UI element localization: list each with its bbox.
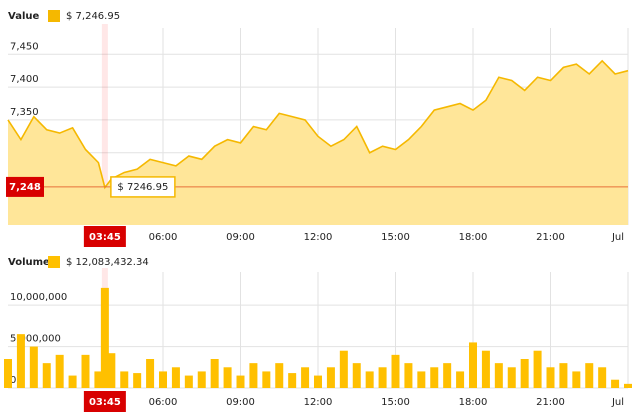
x-tick-label: 21:00 [536, 397, 565, 408]
volume-bar [55, 354, 64, 388]
volume-bar [42, 363, 51, 388]
volume-bar [159, 371, 167, 388]
volume-bar [146, 359, 155, 388]
x-tick-label: 15:00 [381, 397, 410, 408]
volume-bar [365, 371, 374, 388]
volume-bar [197, 371, 206, 388]
volume-bar [430, 367, 439, 388]
x-tick-label: 12:00 [304, 232, 333, 243]
volume-bar [120, 371, 129, 388]
tooltip-text: $ 7246.95 [117, 182, 168, 193]
volume-bar [81, 354, 90, 388]
volume-bar [559, 363, 568, 388]
volume-bar [275, 363, 284, 388]
volume-bar [481, 350, 490, 388]
volume-bar [598, 367, 607, 388]
volume-bar [133, 373, 142, 388]
x-tick-label: 06:00 [149, 397, 178, 408]
volume-bar [378, 367, 387, 388]
legend-swatch [48, 10, 60, 22]
volume-bar [417, 371, 426, 388]
x-tick-label: 06:00 [149, 232, 178, 243]
volume-bar [352, 363, 361, 388]
volume-bar [100, 287, 109, 388]
volume-bar [391, 354, 400, 388]
volume-bar [572, 371, 581, 388]
volume-bar [585, 363, 594, 388]
legend-value: $ 12,083,432.34 [66, 257, 149, 268]
volume-bar [262, 371, 271, 388]
x-tick-label: 09:00 [226, 397, 255, 408]
y-tick-label: 7,350 [10, 107, 39, 118]
volume-bar [546, 367, 555, 388]
volume-bar [624, 383, 632, 388]
tooltip-box [110, 176, 176, 198]
x-tick-label: 15:00 [381, 232, 410, 243]
x-tick-label: 18:00 [459, 397, 488, 408]
y-tick-label: 7,400 [10, 74, 39, 85]
volume-bar [301, 367, 310, 388]
y-tick-label: 5,000,000 [10, 334, 61, 345]
volume-bar [4, 359, 12, 388]
x-tick-label: 21:00 [536, 232, 565, 243]
volume-bar [29, 346, 38, 388]
x-tick-label: 09:00 [226, 232, 255, 243]
volume-bar [16, 334, 25, 388]
cursor-x-label: 03:45 [89, 232, 121, 243]
legend-label: Volume [8, 257, 50, 268]
volume-bar [223, 367, 232, 388]
volume-bar [107, 353, 116, 388]
cursor-y-box [6, 176, 44, 197]
cursor-x-box [83, 226, 126, 247]
cursor-x-label: 03:45 [89, 397, 121, 408]
volume-bar [288, 373, 297, 388]
x-tick-label: Jul [611, 397, 624, 408]
volume-bar [507, 367, 516, 388]
volume-bar [236, 375, 245, 388]
x-tick-label: 18:00 [459, 232, 488, 243]
legend-label: Value [8, 11, 39, 22]
volume-bar [494, 363, 503, 388]
volume-bar [314, 375, 322, 388]
x-tick-label: Jul [611, 232, 624, 243]
volume-bar [404, 363, 413, 388]
volume-bar [94, 371, 103, 388]
cursor-band [101, 24, 108, 225]
price-line [7, 59, 629, 190]
volume-bar [184, 375, 193, 388]
x-tick-label: 12:00 [304, 397, 333, 408]
volume-bar [469, 342, 477, 388]
legend-value: $ 7,246.95 [66, 11, 120, 22]
volume-bar [339, 350, 348, 388]
volume-bar [326, 367, 335, 388]
volume-bar [171, 367, 180, 388]
y-tick-label: 7,450 [10, 41, 39, 52]
cursor-y-label: 7,248 [9, 182, 41, 193]
volume-bar [443, 363, 452, 388]
volume-bar [456, 371, 465, 388]
y-tick-label: 0 [10, 375, 16, 386]
volume-bar [533, 350, 542, 388]
cursor-x-box [83, 391, 126, 412]
y-tick-label: 10,000,000 [10, 292, 67, 303]
volume-bar [249, 363, 258, 388]
legend-swatch [48, 256, 60, 268]
volume-bar [68, 375, 77, 388]
volume-bar [520, 359, 529, 388]
volume-bar [210, 359, 219, 388]
volume-bar [611, 379, 620, 388]
